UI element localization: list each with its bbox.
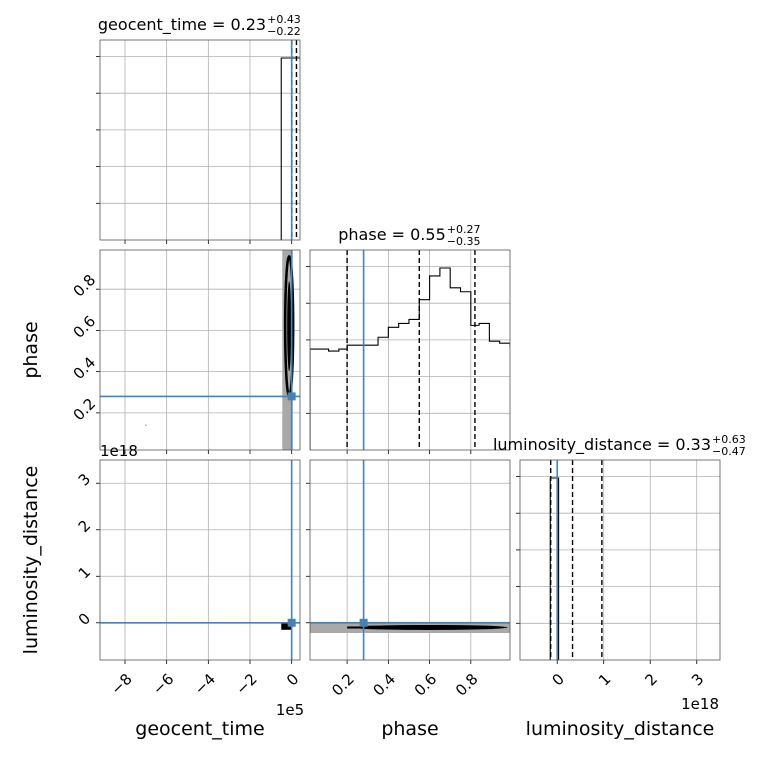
truth-marker <box>287 392 296 401</box>
offset-label-geocent-time: 1e5 <box>276 701 304 719</box>
title-value: luminosity_distance = 0.33 <box>493 435 711 455</box>
panel-frame <box>309 249 511 451</box>
offset-label-luminosity-distance-x: 1e18 <box>681 695 719 713</box>
y-tick-label-phase: 0.8 <box>70 271 100 301</box>
title-error-plus: +0.27 <box>447 223 481 236</box>
y-tick-label-luminosity_distance: 2 <box>75 516 94 535</box>
x-tick-label-geocent_time: −2 <box>232 670 260 698</box>
x-axis-label-luminosity_distance: luminosity_distance <box>526 718 715 740</box>
offset-label-luminosity-distance-y: 1e18 <box>100 442 138 460</box>
title-error-minus: −0.22 <box>267 25 301 38</box>
panel-frame <box>519 459 721 661</box>
y-axis-label-phase: phase <box>20 321 42 378</box>
density-block <box>281 622 292 630</box>
title-phase: phase = 0.55 +0.27−0.35 <box>338 223 480 248</box>
sample-dot <box>145 424 147 427</box>
panel-frame <box>99 39 301 241</box>
x-tick-label-phase: 0.6 <box>411 670 441 700</box>
x-tick-label-geocent_time: −8 <box>107 670 135 698</box>
contour-inner <box>287 281 292 372</box>
title-error-plus: +0.43 <box>267 13 301 26</box>
x-tick-label-luminosity_distance: 2 <box>642 670 661 689</box>
panel-frame <box>309 459 511 661</box>
x-tick-label-geocent_time: −4 <box>191 670 219 698</box>
y-tick-label-phase: 0.6 <box>70 312 100 342</box>
title-value: geocent_time = 0.23 <box>98 15 266 35</box>
panel-luminosity_distance-vs-geocent_time <box>100 460 300 660</box>
panel-phase-vs-geocent_time <box>100 250 300 450</box>
x-tick-label-phase: 0.8 <box>452 670 482 700</box>
title-error-plus: +0.63 <box>712 433 746 446</box>
histogram-phase <box>310 267 510 450</box>
panel-luminosity_distance-vs-phase <box>310 460 510 660</box>
x-tick-label-luminosity_distance: 0 <box>548 670 567 689</box>
truth-marker <box>359 618 368 627</box>
y-axis-label-luminosity_distance: luminosity_distance <box>20 466 42 655</box>
title-error-minus: −0.47 <box>712 445 746 458</box>
truth-marker <box>287 618 296 627</box>
panel-frame <box>99 249 301 451</box>
y-tick-label-luminosity_distance: 3 <box>75 470 94 489</box>
title-value: phase = 0.55 <box>338 225 445 244</box>
title-luminosity_distance: luminosity_distance = 0.33 +0.63−0.47 <box>493 433 746 458</box>
y-tick-label-luminosity_distance: 0 <box>75 610 94 629</box>
x-tick-label-geocent_time: −6 <box>149 670 177 698</box>
x-tick-label-geocent_time: 0 <box>283 670 302 689</box>
x-tick-label-luminosity_distance: 1 <box>595 670 614 689</box>
x-tick-label-phase: 0.4 <box>370 670 400 700</box>
x-axis-label-phase: phase <box>381 718 438 740</box>
y-tick-label-phase: 0.4 <box>70 353 100 383</box>
y-tick-label-luminosity_distance: 1 <box>75 563 94 582</box>
x-tick-label-luminosity_distance: 3 <box>688 670 707 689</box>
x-axis-label-geocent_time: geocent_time <box>135 718 264 740</box>
title-error-minus: −0.35 <box>447 235 481 248</box>
panel-frame <box>99 459 301 661</box>
title-geocent_time: geocent_time = 0.23 +0.43−0.22 <box>98 13 301 38</box>
x-tick-label-phase: 0.2 <box>328 670 358 700</box>
y-tick-label-phase: 0.2 <box>70 395 100 425</box>
